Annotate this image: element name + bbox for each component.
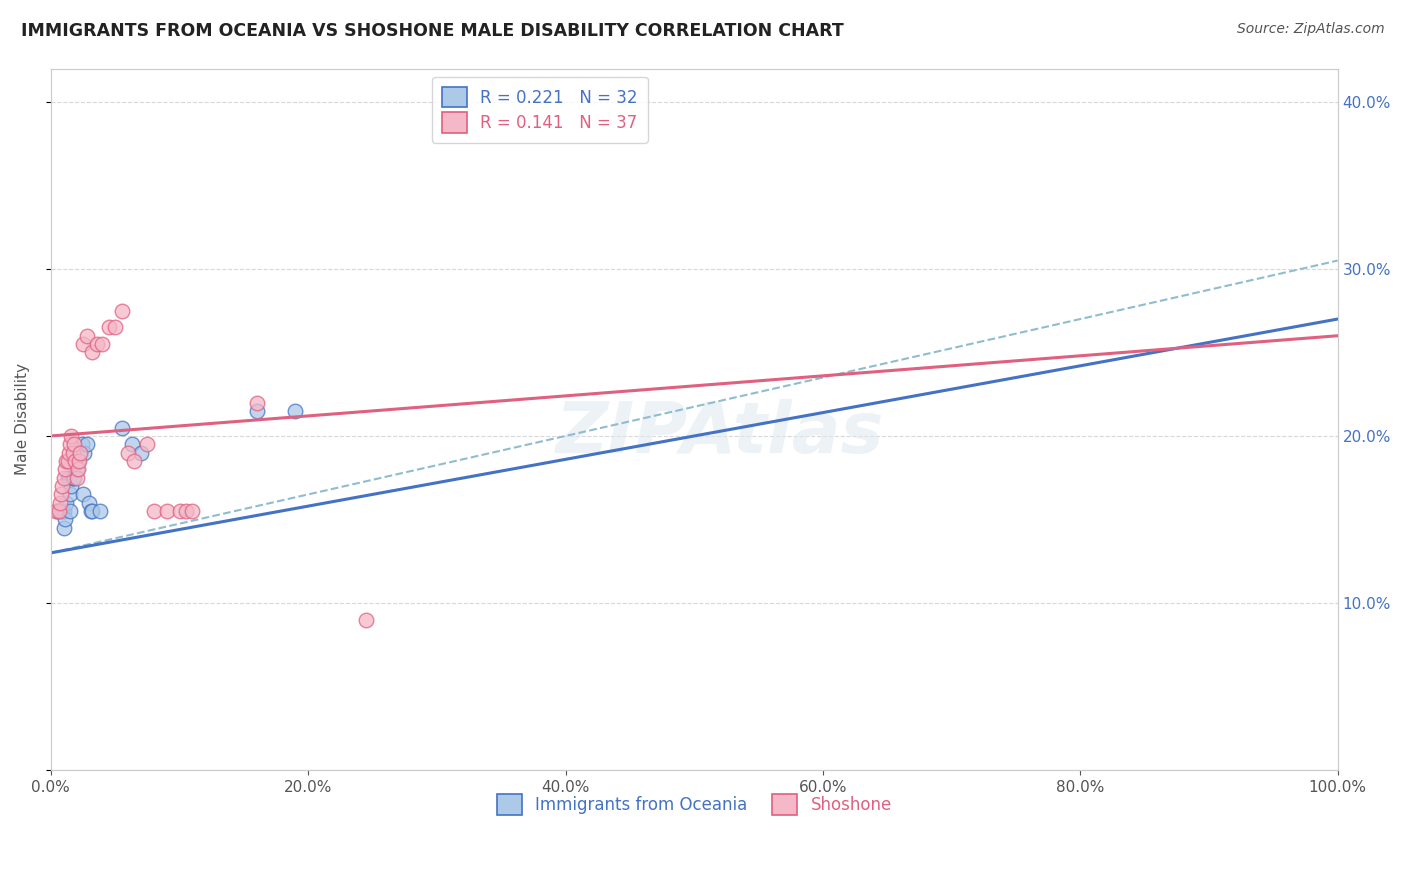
Point [76,328,98,343]
Point [55,454,77,468]
Point [53,512,76,526]
Text: Source: ZipAtlas.com: Source: ZipAtlas.com [1237,22,1385,37]
Point [80,345,103,359]
Point [284,404,307,418]
Point [51,479,73,493]
Point [67,454,90,468]
Point [129,445,152,459]
Point [49,504,72,518]
Point [97,320,120,334]
Point [49,496,72,510]
Point [52,504,75,518]
Point [354,613,377,627]
Point [66,454,89,468]
Point [110,303,132,318]
Point [169,504,191,518]
Point [53,462,76,476]
Point [70,437,93,451]
Point [104,320,127,334]
Point [51,504,73,518]
Point [59,487,82,501]
Point [89,504,111,518]
Point [60,479,83,493]
Point [65,471,87,485]
Point [117,445,139,459]
Point [63,437,86,451]
Y-axis label: Male Disability: Male Disability [15,363,30,475]
Point [62,454,84,468]
Point [181,504,204,518]
Point [65,462,87,476]
Point [62,445,84,459]
Point [91,337,114,351]
Point [58,445,80,459]
Point [72,337,94,351]
Point [55,496,77,510]
Point [52,521,75,535]
Point [65,454,87,468]
Point [73,445,96,459]
Point [67,445,90,459]
Point [45,504,67,518]
Point [246,395,269,409]
Point [80,504,103,518]
Point [46,504,69,518]
Point [62,471,84,485]
Point [86,337,108,351]
Point [124,454,146,468]
Point [76,437,98,451]
Point [69,445,91,459]
Point [121,437,143,451]
Point [49,487,72,501]
Text: IMMIGRANTS FROM OCEANIA VS SHOSHONE MALE DISABILITY CORRELATION CHART: IMMIGRANTS FROM OCEANIA VS SHOSHONE MALE… [21,22,844,40]
Point [79,496,101,510]
Point [56,454,79,468]
Point [49,504,72,518]
Point [72,487,94,501]
Point [63,471,86,485]
Point [142,504,165,518]
Legend: Immigrants from Oceania, Shoshone: Immigrants from Oceania, Shoshone [486,784,901,825]
Point [58,471,80,485]
Point [66,462,89,476]
Point [52,471,75,485]
Text: ZIPAtlas: ZIPAtlas [555,399,884,467]
Point [48,504,70,518]
Point [60,429,83,443]
Point [56,471,79,485]
Point [80,504,103,518]
Point [110,420,132,434]
Point [59,437,82,451]
Point [136,437,159,451]
Point [246,404,269,418]
Point [59,504,82,518]
Point [174,504,197,518]
Point [156,504,179,518]
